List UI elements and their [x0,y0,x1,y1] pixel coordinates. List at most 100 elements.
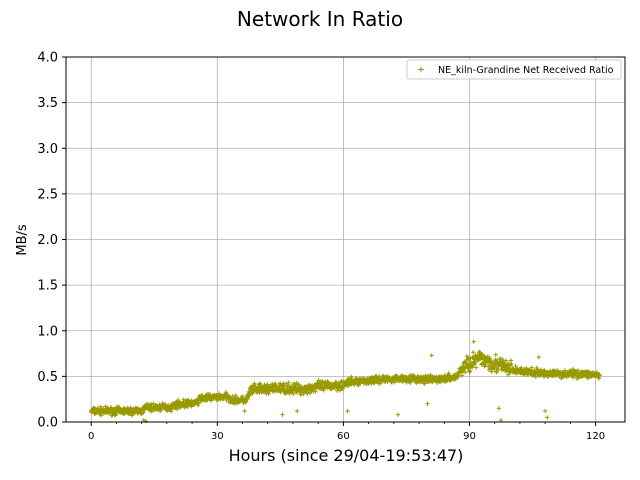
data-point [196,401,201,406]
data-point [533,374,538,380]
x-tick-label: 30 [211,431,224,442]
legend-label: NE_kiln-Grandine Net Received Ratio [438,65,614,76]
data-point [307,382,313,387]
legend-box [406,59,622,80]
y-tick-label: 3.5 [37,96,58,111]
data-point [230,394,235,399]
y-tick-label: 3.0 [37,142,58,157]
data-point [257,381,263,386]
data-point [286,380,291,385]
data-point [169,409,174,414]
data-point [305,391,310,396]
outlier-point [536,355,542,360]
data-point [317,379,323,384]
legend-marker-icon [418,66,424,73]
data-point [503,358,509,363]
y-axis-label: MB/s [15,224,30,256]
legend: NE_kiln-Grandine Net Received Ratio [406,59,622,80]
data-point [459,373,465,378]
data-point [499,367,505,373]
data-point [483,363,488,368]
outlier-point [425,401,430,406]
data-point [438,379,444,385]
data-point [470,350,476,355]
outlier-point [542,408,548,414]
data-point [352,382,357,387]
data-point [208,392,213,398]
data-point [363,381,369,387]
data-point [473,365,479,370]
data-point [182,405,188,410]
data-point [503,368,508,373]
x-tick-label: 0 [88,431,94,442]
data-point [336,380,341,386]
data-point [467,369,472,375]
grid-lines [66,56,625,423]
y-tick-label: 2.0 [37,233,58,248]
data-point [464,354,470,359]
data-point [493,352,498,358]
data-point [265,382,270,387]
data-point [377,374,382,379]
data-point [455,374,461,380]
data-point [185,404,190,410]
data-points [89,339,602,424]
data-point [479,362,484,367]
data-point [496,366,501,372]
y-tick-label: 1.5 [37,279,58,294]
data-point [486,364,491,369]
x-axis-label: Hours (since 29/04-19:53:47) [229,446,464,465]
data-point [252,381,257,386]
outlier-point [345,408,350,414]
x-axis: 0 30 60 90 120 [88,422,605,442]
data-point [494,369,499,375]
data-point [509,361,514,367]
data-point [597,373,602,378]
x-tick-label: 60 [337,431,350,442]
data-point [223,390,229,395]
x-tick-label: 120 [586,431,605,442]
outlier-point [471,339,476,344]
data-point [467,369,473,374]
data-point [487,356,493,362]
data-point [392,380,397,385]
data-point [570,375,576,380]
outlier-point [280,412,285,417]
outlier-point [395,412,401,417]
outlier-point [429,353,434,358]
y-axis: 0.0 0.5 1.0 1.5 2.0 2.5 3.0 3.5 4.0 [37,51,66,431]
outlier-point [294,408,300,414]
data-point [500,356,505,362]
data-point [340,386,345,391]
y-tick-label: 4.0 [37,51,58,66]
data-point [575,368,581,373]
data-point [283,381,289,387]
outlier-point [545,415,550,420]
data-point [505,372,511,377]
y-tick-label: 2.5 [37,187,58,202]
data-point [472,360,478,366]
data-point [313,389,318,394]
data-point [585,376,591,381]
x-tick-label: 90 [463,431,476,442]
data-point [486,367,492,372]
y-tick-label: 1.0 [37,324,58,339]
data-point [349,374,354,380]
chart-title: Network In Ratio [237,7,403,31]
data-point [494,369,500,374]
data-point [518,365,524,370]
data-point [596,375,602,381]
data-point [428,372,433,378]
data-point [174,407,180,412]
y-tick-label: 0.0 [37,416,58,431]
legend-plus-icon [418,66,424,73]
data-point [291,391,296,396]
y-tick-label: 0.5 [37,370,58,385]
outlier-point [496,406,502,411]
data-point [462,369,468,375]
outlier-point [242,408,247,414]
data-point [470,365,475,370]
data-point [273,381,278,387]
outlier-point [143,418,149,424]
